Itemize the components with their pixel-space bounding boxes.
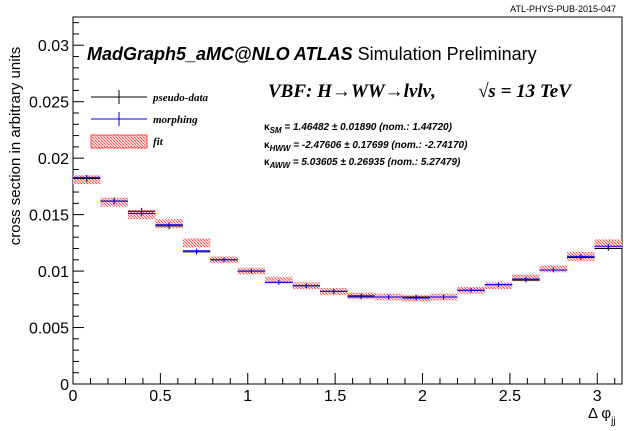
morphing-point <box>512 276 540 282</box>
morphing-point <box>265 280 293 285</box>
y-tick-label: 0 <box>60 377 69 394</box>
morphing-point <box>402 295 430 301</box>
morphing-point <box>237 268 266 274</box>
legend-entry-pseudo-data: pseudo-data <box>91 90 209 104</box>
morphing-point <box>484 282 513 287</box>
legend-entry-morphing: morphing <box>91 112 198 126</box>
morphing-point <box>429 294 458 300</box>
morphing-point <box>155 222 183 228</box>
x-tick-label: 1.5 <box>324 388 346 405</box>
x-axis-title: Δ φjj <box>588 405 616 427</box>
axis-label-layer: 0 0.005 0.01 0.015 0.02 0.025 0.03 0 0.5 1 1.5 2 2.5… <box>29 38 602 405</box>
y-tick-label: 0.005 <box>29 321 69 338</box>
morphing-point <box>374 294 403 300</box>
morphing-point <box>100 198 128 204</box>
energy-label: √s = 13 TeV <box>478 81 572 102</box>
morphing-point <box>567 254 595 259</box>
process-label: VBF: H→WW→lνlν, <box>268 81 436 102</box>
document-reference: ATL-PHYS-PUB-2015-047 <box>510 4 616 14</box>
kappa-aww-sub: AWW <box>269 161 292 170</box>
kappa-sm-sub: SM <box>270 126 282 135</box>
legend-label-fit: fit <box>153 136 164 148</box>
y-tick-label: 0.015 <box>29 208 69 225</box>
morphing-point <box>320 289 348 294</box>
morphing-point <box>210 257 238 263</box>
x-tick-label: 2.5 <box>499 388 521 405</box>
main-title-rest: Simulation Preliminary <box>353 44 537 64</box>
kappa-sm-symbol: κ <box>264 122 270 133</box>
plot-frame <box>72 16 623 385</box>
main-title: MadGraph5_aMC@NLO ATLAS Simulation Preli… <box>87 44 537 64</box>
morphing-point <box>127 211 156 216</box>
fit-band <box>182 238 211 248</box>
x-tick-label: 0 <box>69 388 78 405</box>
legend-entry-fit: fit <box>90 134 164 149</box>
y-tick-label: 0.02 <box>38 151 69 168</box>
morphing-point <box>539 267 568 273</box>
y-axis-title: cross section in arbitrary units <box>7 47 24 245</box>
x-tick-label: 3 <box>593 388 602 405</box>
kappa-sm-value: = 1.46482 ± 0.01890 (nom.: 1.44720) <box>282 122 453 133</box>
x-axis-title-main: Δ φ <box>588 405 611 422</box>
kappa-aww-value: = 5.03605 ± 0.26935 (nom.: 5.27479) <box>290 157 461 168</box>
kappa-hww-sub: HWW <box>270 144 292 153</box>
morphing-point <box>182 248 211 254</box>
x-axis-title-sub: jj <box>610 416 615 427</box>
kappa-sm-line: κSM = 1.46482 ± 0.01890 (nom.: 1.44720) <box>264 122 453 135</box>
kappa-hww-symbol: κ <box>264 140 270 151</box>
tick-layer <box>72 22 616 385</box>
morphing-point <box>72 175 101 180</box>
kappa-hww-value: = -2.47606 ± 0.17699 (nom.: -2.74170) <box>290 140 468 151</box>
y-tick-label: 0.01 <box>38 264 69 281</box>
kappa-hww-line: κHWW = -2.47606 ± 0.17699 (nom.: -2.7417… <box>264 140 468 153</box>
morphing-point <box>594 243 623 249</box>
main-title-bold: MadGraph5_aMC@NLO ATLAS <box>87 44 353 64</box>
x-tick-label: 2 <box>418 388 427 405</box>
morphing-layer <box>72 175 623 301</box>
kappa-results: κSM = 1.46482 ± 0.01890 (nom.: 1.44720) … <box>264 122 468 170</box>
y-tick-label: 0.03 <box>38 38 69 55</box>
y-tick-label: 0.025 <box>29 95 69 112</box>
x-tick-label: 0.5 <box>149 388 171 405</box>
morphing-point <box>292 283 321 289</box>
kappa-aww-line: κAWW = 5.03605 ± 0.26935 (nom.: 5.27479) <box>264 157 461 170</box>
fit-band-layer <box>72 175 623 302</box>
legend-label-morphing: morphing <box>153 114 198 126</box>
morphing-point <box>457 288 485 293</box>
kappa-aww-symbol: κ <box>264 157 270 168</box>
pseudo-data-layer <box>72 175 623 300</box>
legend-label-pseudo-data: pseudo-data <box>152 92 209 104</box>
legend: pseudo-data morphing fit <box>90 90 209 149</box>
legend-fit-swatch <box>90 134 148 149</box>
x-tick-label: 1 <box>243 388 252 405</box>
morphing-point <box>347 294 375 300</box>
